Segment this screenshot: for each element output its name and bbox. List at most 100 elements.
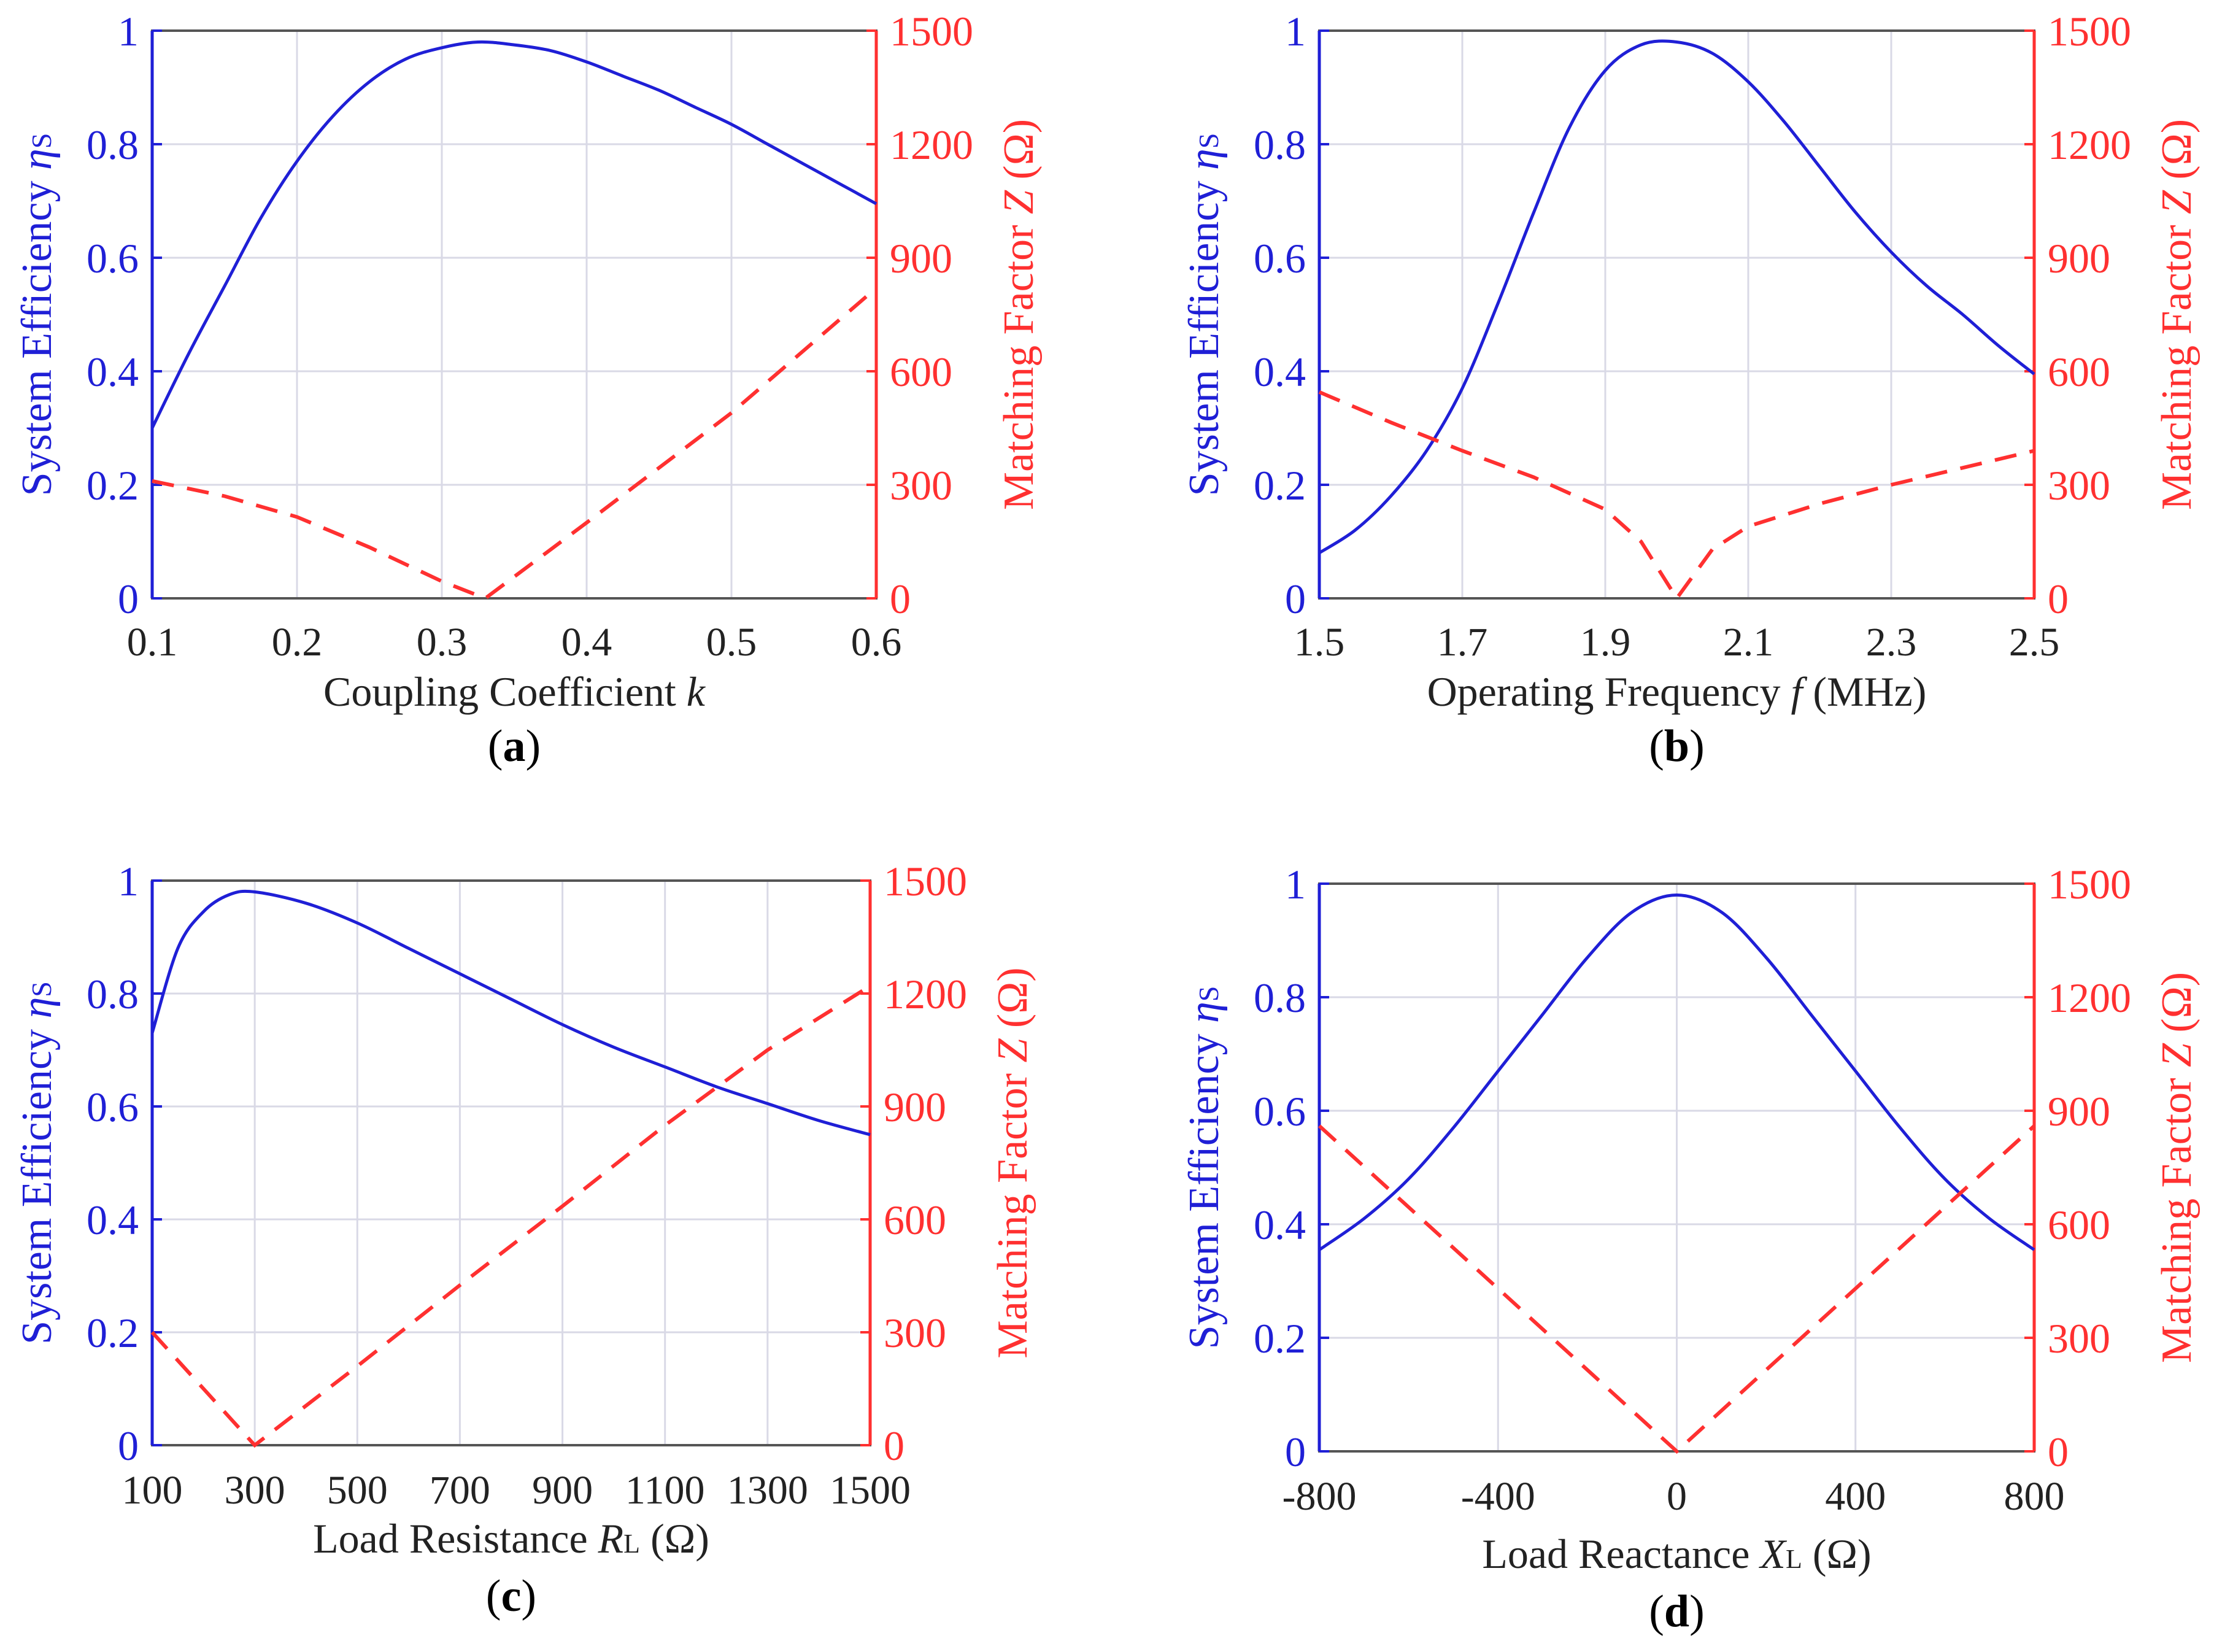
left-tick-label: 1	[118, 858, 139, 905]
right-tick-label: 1500	[2048, 861, 2131, 908]
x-tick-label: 0	[1667, 1474, 1687, 1519]
right-tick-label: 0	[890, 576, 911, 622]
panel-a: 0 0.2 0.4 0.6 0.8 1 0 300 600 900 1200 1500 0.1 0.2 0.…	[14, 8, 1043, 771]
x-tick-label: 1.7	[1437, 620, 1488, 665]
x-tick-label: 1.5	[1294, 620, 1345, 665]
right-tick-label: 0	[2048, 1429, 2069, 1475]
x-tick-label: -800	[1282, 1474, 1357, 1519]
left-tick-label: 0.2	[1254, 462, 1306, 509]
left-tick-label: 0.4	[1254, 1202, 1306, 1248]
panel-label: (d)	[1649, 1586, 1704, 1637]
right-tick-label: 1200	[2048, 975, 2131, 1021]
left-tick-label: 0.6	[87, 1084, 139, 1130]
x-tick-label: 0.6	[851, 620, 902, 665]
x-tick-label: 500	[327, 1468, 388, 1513]
left-tick-label: 0.6	[1254, 1088, 1306, 1135]
left-tick-label: 0.2	[87, 462, 139, 509]
series-efficiency-line	[150, 40, 878, 429]
right-tick-label: 1200	[2048, 122, 2131, 168]
x-tick-label: 800	[2004, 1474, 2065, 1519]
left-tick-label: 0	[1285, 576, 1306, 622]
series-matching-line	[1317, 1124, 2036, 1454]
x-tick-label: 0.4	[561, 620, 612, 665]
x-tick-label: -400	[1461, 1474, 1535, 1519]
x-tick-label: 0.3	[417, 620, 468, 665]
x-tick-label: 900	[532, 1468, 593, 1513]
right-tick-label: 600	[2048, 1202, 2110, 1248]
left-tick-label: 0	[118, 1422, 139, 1469]
x-axis-label: Coupling Coefficient k	[323, 668, 706, 715]
right-tick-label: 300	[890, 462, 952, 509]
x-tick-label: 1100	[625, 1468, 705, 1513]
x-tick-label: 0.2	[272, 620, 323, 665]
x-tick-label: 100	[122, 1468, 183, 1513]
grid	[1319, 884, 2034, 1451]
x-tick-label: 2.1	[1723, 620, 1774, 665]
right-tick-label: 300	[2048, 462, 2110, 509]
right-tick-label: 600	[2048, 349, 2110, 395]
right-tick-label: 900	[2048, 1088, 2110, 1135]
x-tick-label: 1500	[830, 1468, 911, 1513]
left-tick-label: 0.8	[1254, 122, 1306, 168]
left-tick-label: 0	[118, 576, 139, 622]
series-efficiency-line	[150, 889, 871, 1137]
x-tick-label: 2.5	[2009, 620, 2060, 665]
left-tick-label: 0.6	[1254, 235, 1306, 282]
x-axis-label: Operating Frequency f (MHz)	[1427, 668, 1927, 715]
left-tick-label: 0.8	[1254, 975, 1306, 1021]
panel-label: (c)	[486, 1571, 536, 1621]
right-tick-label: 0	[2048, 576, 2069, 622]
left-tick-label: 0	[1285, 1429, 1306, 1475]
x-axis-label: Load Resistance RL (Ω)	[313, 1515, 709, 1562]
right-y-axis-label: Matching Factor Z (Ω)	[2153, 119, 2200, 510]
right-tick-label: 0	[884, 1422, 904, 1469]
right-y-axis-label: Matching Factor Z (Ω)	[995, 119, 1043, 510]
left-tick-label: 0.6	[87, 235, 139, 282]
right-tick-label: 1500	[2048, 8, 2131, 55]
right-y-axis-label: Matching Factor Z (Ω)	[989, 967, 1036, 1358]
left-tick-label: 1	[118, 8, 139, 55]
left-y-axis-label: System Efficiency ηS	[1181, 986, 1228, 1349]
left-tick-label: 0.2	[1254, 1315, 1306, 1362]
left-tick-label: 0.8	[87, 971, 139, 1017]
right-tick-label: 1500	[884, 858, 967, 905]
series-matching-line	[1318, 390, 2035, 602]
right-tick-label: 900	[884, 1084, 946, 1130]
x-tick-label: 300	[225, 1468, 285, 1513]
left-y-axis-label: System Efficiency ηS	[1181, 133, 1228, 496]
right-tick-label: 300	[884, 1310, 946, 1356]
x-tick-label: 400	[1825, 1474, 1886, 1519]
panel-label: (a)	[488, 721, 541, 771]
left-tick-label: 0.4	[1254, 349, 1306, 395]
right-tick-label: 300	[2048, 1315, 2110, 1362]
left-tick-label: 1	[1285, 8, 1306, 55]
left-tick-label: 0.4	[87, 349, 139, 395]
right-tick-label: 600	[890, 349, 952, 395]
right-tick-label: 900	[890, 235, 952, 282]
x-tick-label: 1300	[727, 1468, 808, 1513]
right-y-axis-label: Matching Factor Z (Ω)	[2153, 972, 2200, 1363]
panel-d: 0 0.2 0.4 0.6 0.8 1 0 300 600 900 1200 1500 -800 -400…	[1181, 861, 2200, 1637]
panel-label: (b)	[1649, 721, 1704, 771]
x-axis-label: Load Reactance XL (Ω)	[1482, 1530, 1871, 1577]
left-y-axis-label: System Efficiency ηS	[14, 133, 61, 496]
series-matching-line	[150, 984, 871, 1448]
x-tick-label: 0.1	[127, 620, 178, 665]
right-tick-label: 600	[884, 1197, 946, 1243]
left-tick-label: 0.4	[87, 1197, 139, 1243]
left-tick-label: 0.2	[87, 1310, 139, 1356]
right-tick-label: 1200	[890, 122, 973, 168]
left-tick-label: 1	[1285, 861, 1306, 908]
grid	[1319, 31, 2034, 598]
left-y-axis-label: System Efficiency ηS	[14, 981, 61, 1345]
right-tick-label: 1200	[884, 971, 967, 1017]
x-tick-label: 700	[430, 1468, 490, 1513]
panel-c: 0 0.2 0.4 0.6 0.8 1 0 300 600 900 1200 1500 100 300 50…	[14, 858, 1036, 1621]
left-tick-label: 0.8	[87, 122, 139, 168]
x-tick-label: 1.9	[1580, 620, 1631, 665]
right-tick-label: 1500	[890, 8, 973, 55]
right-tick-label: 900	[2048, 235, 2110, 282]
series-efficiency-line	[1318, 893, 2035, 1251]
